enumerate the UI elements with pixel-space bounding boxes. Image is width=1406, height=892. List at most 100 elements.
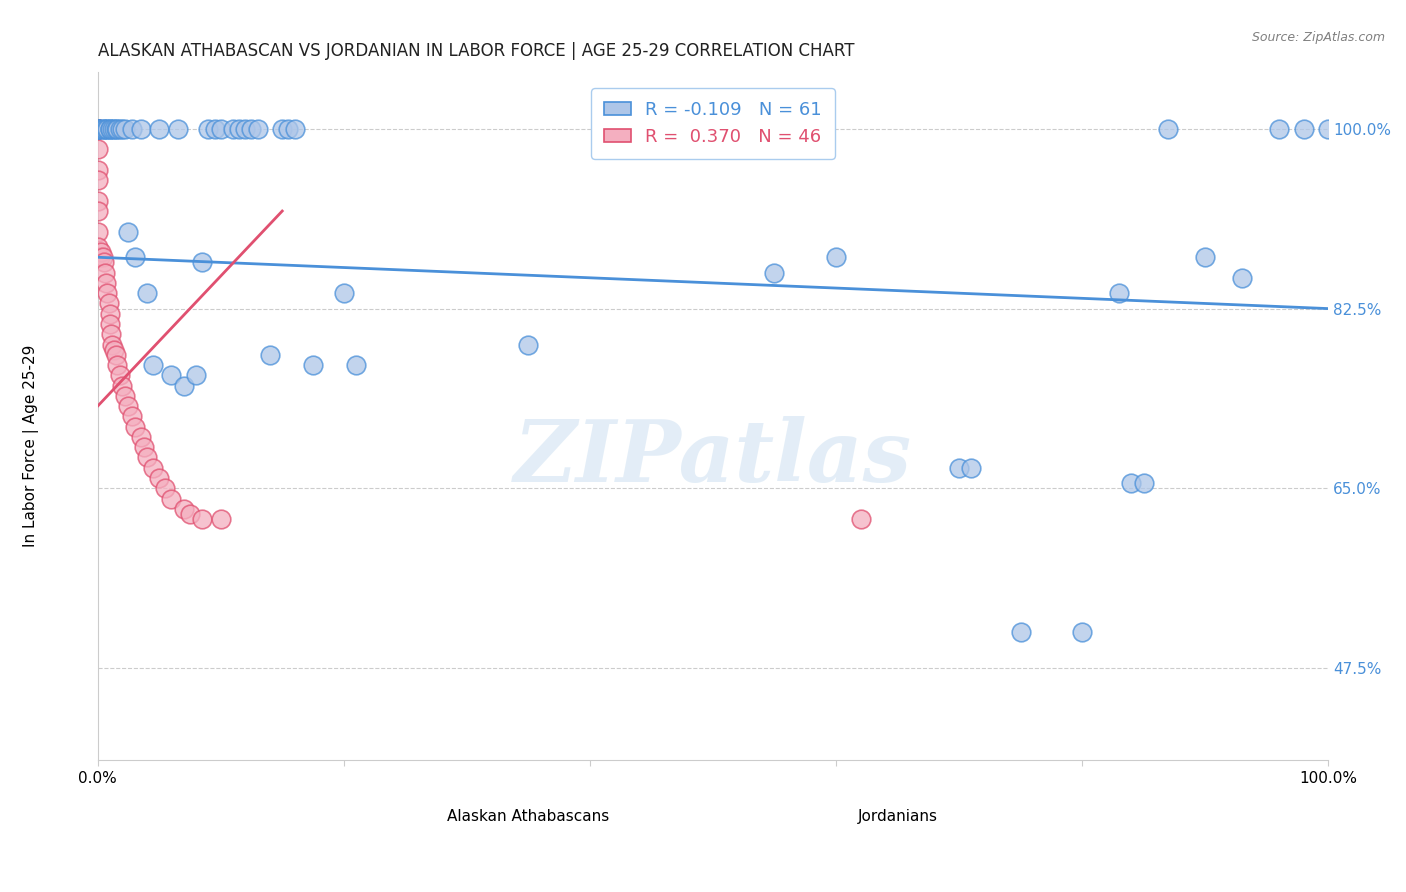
Point bbox=[240, 122, 263, 136]
Point bbox=[1071, 625, 1094, 640]
Point bbox=[160, 368, 183, 383]
Point bbox=[103, 343, 125, 357]
Point bbox=[228, 122, 250, 136]
Point bbox=[142, 460, 165, 475]
Point bbox=[90, 122, 112, 136]
Point bbox=[98, 317, 121, 331]
Point bbox=[135, 286, 157, 301]
Point bbox=[179, 507, 201, 521]
Point bbox=[1121, 476, 1143, 491]
Point bbox=[86, 173, 108, 187]
Point bbox=[344, 358, 367, 372]
Point bbox=[204, 122, 226, 136]
Point bbox=[101, 122, 124, 136]
Point bbox=[86, 122, 108, 136]
Point bbox=[91, 250, 114, 264]
Point bbox=[86, 122, 108, 136]
Text: Source: ZipAtlas.com: Source: ZipAtlas.com bbox=[1251, 31, 1385, 45]
Point bbox=[259, 348, 281, 362]
Point bbox=[94, 266, 117, 280]
Point bbox=[98, 307, 121, 321]
Point bbox=[271, 122, 294, 136]
Point bbox=[101, 337, 124, 351]
Point bbox=[97, 296, 120, 310]
Point bbox=[155, 481, 177, 495]
Point bbox=[105, 358, 128, 372]
Point bbox=[1157, 122, 1180, 136]
Point bbox=[93, 255, 115, 269]
Point bbox=[86, 204, 108, 219]
Point bbox=[184, 368, 207, 383]
Point bbox=[121, 409, 143, 424]
Point bbox=[825, 250, 848, 264]
Point bbox=[105, 348, 128, 362]
Point bbox=[222, 122, 245, 136]
Point bbox=[86, 122, 108, 136]
Point bbox=[1292, 122, 1315, 136]
Point bbox=[111, 122, 134, 136]
Text: Jordanians: Jordanians bbox=[858, 808, 938, 823]
Point bbox=[86, 143, 108, 157]
Point bbox=[135, 450, 157, 465]
Point bbox=[100, 327, 122, 342]
Point bbox=[1317, 122, 1340, 136]
Point bbox=[142, 358, 165, 372]
Legend: R = -0.109   N = 61, R =  0.370   N = 46: R = -0.109 N = 61, R = 0.370 N = 46 bbox=[591, 88, 835, 159]
Point bbox=[86, 122, 108, 136]
Point bbox=[960, 460, 983, 475]
Point bbox=[86, 122, 108, 136]
Point bbox=[148, 471, 170, 485]
Point bbox=[332, 286, 354, 301]
Point bbox=[111, 378, 134, 392]
Point bbox=[233, 122, 256, 136]
Point bbox=[124, 250, 146, 264]
Point bbox=[86, 122, 108, 136]
Text: ALASKAN ATHABASCAN VS JORDANIAN IN LABOR FORCE | AGE 25-29 CORRELATION CHART: ALASKAN ATHABASCAN VS JORDANIAN IN LABOR… bbox=[97, 42, 855, 60]
Point bbox=[197, 122, 219, 136]
Text: In Labor Force | Age 25-29: In Labor Force | Age 25-29 bbox=[22, 345, 39, 547]
Point bbox=[86, 122, 108, 136]
Point bbox=[108, 368, 131, 383]
Point bbox=[763, 266, 786, 280]
Point bbox=[86, 240, 108, 254]
Point bbox=[86, 122, 108, 136]
Point bbox=[124, 419, 146, 434]
Point bbox=[117, 399, 139, 413]
Point bbox=[1132, 476, 1154, 491]
Point bbox=[246, 122, 269, 136]
Point bbox=[1268, 122, 1291, 136]
Point bbox=[191, 255, 214, 269]
Text: Alaskan Athabascans: Alaskan Athabascans bbox=[447, 808, 609, 823]
Point bbox=[302, 358, 325, 372]
Point bbox=[105, 122, 128, 136]
Point bbox=[1108, 286, 1130, 301]
Point bbox=[849, 512, 872, 526]
Point bbox=[93, 122, 115, 136]
Point bbox=[191, 512, 214, 526]
Point bbox=[283, 122, 305, 136]
Point bbox=[277, 122, 299, 136]
Point bbox=[90, 245, 112, 260]
Point bbox=[98, 122, 121, 136]
Point bbox=[86, 122, 108, 136]
Point bbox=[1230, 270, 1253, 285]
Point bbox=[86, 122, 108, 136]
Point bbox=[173, 501, 195, 516]
Point bbox=[86, 225, 108, 239]
Point bbox=[134, 440, 156, 454]
Point bbox=[96, 122, 118, 136]
Point bbox=[89, 250, 111, 264]
Point bbox=[86, 194, 108, 208]
Point bbox=[160, 491, 183, 506]
Point bbox=[105, 122, 128, 136]
Point bbox=[129, 122, 152, 136]
Point bbox=[1194, 250, 1216, 264]
Point bbox=[173, 378, 195, 392]
Point bbox=[209, 512, 232, 526]
Point bbox=[209, 122, 232, 136]
Point bbox=[1010, 625, 1032, 640]
Point bbox=[96, 286, 118, 301]
Point bbox=[117, 225, 139, 239]
Point bbox=[121, 122, 143, 136]
Point bbox=[114, 122, 136, 136]
